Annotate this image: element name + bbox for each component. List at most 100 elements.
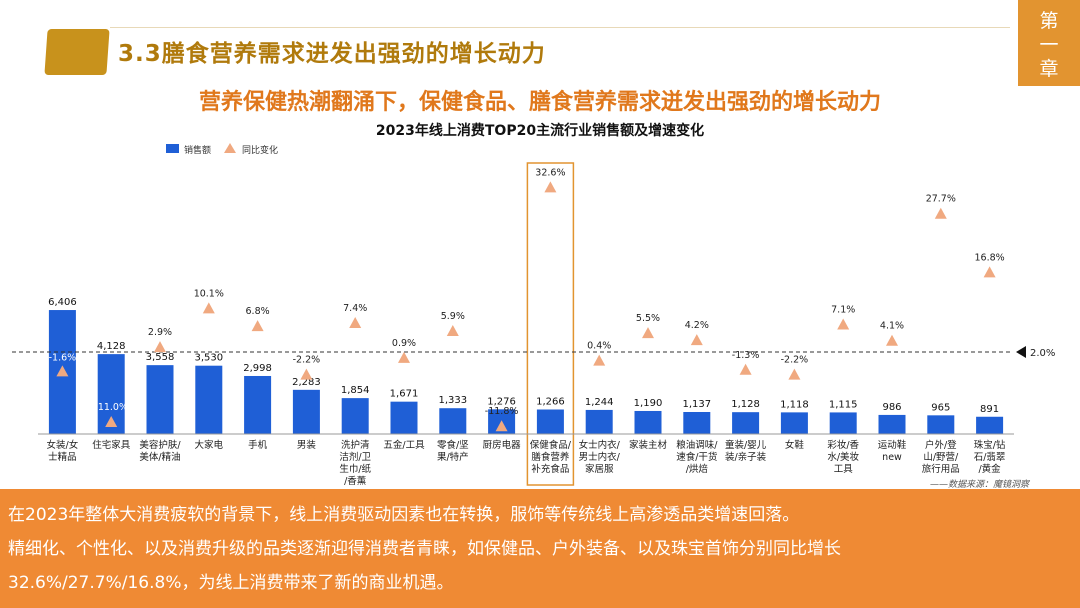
section-badge [44,29,110,75]
bar-value-label: 6,406 [48,297,77,308]
growth-value-label: 27.7% [926,194,956,205]
category-label: 男士内衣/ [579,451,621,463]
growth-marker [495,420,508,432]
category-label: 男装 [297,439,317,451]
category-label: 彩妆/香 [827,439,859,451]
growth-marker [56,365,69,377]
reference-label: 2.0% [1030,348,1055,359]
bar [732,412,760,434]
bar-value-label: 1,244 [585,397,614,408]
category-label: /烘焙 [686,463,709,475]
category-label: /黄金 [978,463,1001,475]
bar [341,398,369,434]
category-label: 装/亲子装 [725,451,767,463]
growth-marker [593,354,606,366]
legend-swatch-sales [166,144,179,153]
growth-marker [983,266,996,278]
growth-marker [837,318,850,330]
growth-value-label: -2.2% [781,355,809,366]
growth-value-label: 10.1% [194,288,224,299]
bar [878,414,906,434]
bar [390,401,418,434]
category-label: 果/特产 [437,451,469,463]
growth-value-label: -1.3% [732,350,760,361]
bar [683,411,711,434]
summary-line: 精细化、个性化、以及消费升级的品类逐渐迎得消费者青睐，如保健品、户外装备、以及珠… [8,539,841,559]
growth-value-label: 6.8% [246,306,270,317]
category-label: 住宅家具 [92,439,131,451]
bar [780,412,808,434]
bar-value-label: 965 [931,402,950,413]
growth-marker [251,320,264,332]
category-label: 厨房电器 [483,439,522,451]
bar-value-label: 4,128 [97,341,126,352]
bar [146,365,174,434]
bar-value-label: 1,118 [780,399,809,410]
bar-value-label: 1,137 [682,399,711,410]
growth-value-label: 5.9% [441,311,465,322]
growth-marker [154,341,166,353]
category-label: new [882,452,902,463]
category-label: 保健食品/ [530,439,572,451]
growth-value-label: -1.6% [49,352,77,363]
chapter-char: 第 [1039,10,1059,32]
source-note: ——数据来源：魔镜洞察 [930,480,1030,490]
category-label: 童装/婴儿 [725,439,767,451]
category-label: 零食/坚 [437,439,469,451]
bar-value-label: 1,333 [438,395,467,406]
category-label: 水/美妆 [827,451,859,463]
chapter-tab: 第 一 章 [1018,0,1080,86]
category-label: 粮油调味/ [676,439,718,451]
category-label: 家居服 [585,463,614,475]
growth-marker [105,415,118,427]
category-label: 补充食品 [531,463,569,475]
bar-value-label: 1,190 [634,398,663,409]
legend-marker-growth [224,143,236,153]
growth-value-label: 0.9% [392,338,416,349]
bar-value-label: 3,530 [194,353,223,364]
bar [976,416,1004,434]
category-label: /香薰 [344,475,366,487]
legend-label-growth: 同比变化 [242,144,278,156]
summary-line: 32.6%/27.7%/16.8%，为线上消费带来了新的商业机遇。 [8,573,454,593]
chapter-char: 章 [1039,58,1059,80]
category-label: 运动鞋 [878,439,907,451]
chapter-char: 一 [1039,34,1059,56]
growth-value-label: 7.4% [343,303,367,314]
category-label: 洁剂/卫 [339,451,371,463]
growth-marker [398,351,410,363]
growth-marker [300,368,313,380]
bar [829,412,857,434]
bar [439,408,467,434]
chart-title: 2023年线上消费TOP20主流行业销售额及增速变化 [375,123,705,139]
growth-marker [446,325,459,337]
growth-value-label: 4.2% [685,320,709,331]
category-label: 工具 [834,464,854,475]
category-label: 山/野营/ [923,451,959,463]
growth-marker [934,207,947,219]
summary-panel: 在2023年整体大消费疲软的背景下，线上消费驱动因素也在转换，服饰等传统线上高渗… [0,489,1080,608]
category-label: 家装主材 [629,439,668,451]
bar-value-label: 1,128 [731,399,760,410]
category-label: 石/翡翠 [974,451,1006,463]
growth-value-label: -2.2% [293,355,321,366]
category-label: 大家电 [195,439,224,451]
category-label: 户外/登 [925,439,957,451]
page-subtitle: 营养保健热潮翻涌下，保健食品、膳食营养需求迸发出强劲的增长动力 [198,90,881,115]
bar-value-label: 1,671 [390,389,419,400]
highlight-box [526,162,575,486]
growth-value-label: -11.8% [485,406,519,417]
category-label: 洗护清 [341,439,370,451]
reference-arrow-icon [1016,346,1026,358]
category-label: 士精品 [48,451,77,463]
section-title: 3.3膳食营养需求进发出强劲的增长动力 [118,41,546,67]
bar-value-label: 891 [980,404,999,415]
bar [585,409,613,434]
category-label: 女鞋 [785,439,805,451]
bar [244,375,272,434]
bar-value-label: 1,276 [487,396,516,407]
bar-value-label: 986 [882,402,901,413]
sales-growth-chart: 销售额 同比变化 2.0% 6,406 4,128 3,558 3,530 2,998 2,28… [12,143,1055,487]
growth-marker [690,334,703,346]
category-label: 旅行用品 [922,463,960,475]
